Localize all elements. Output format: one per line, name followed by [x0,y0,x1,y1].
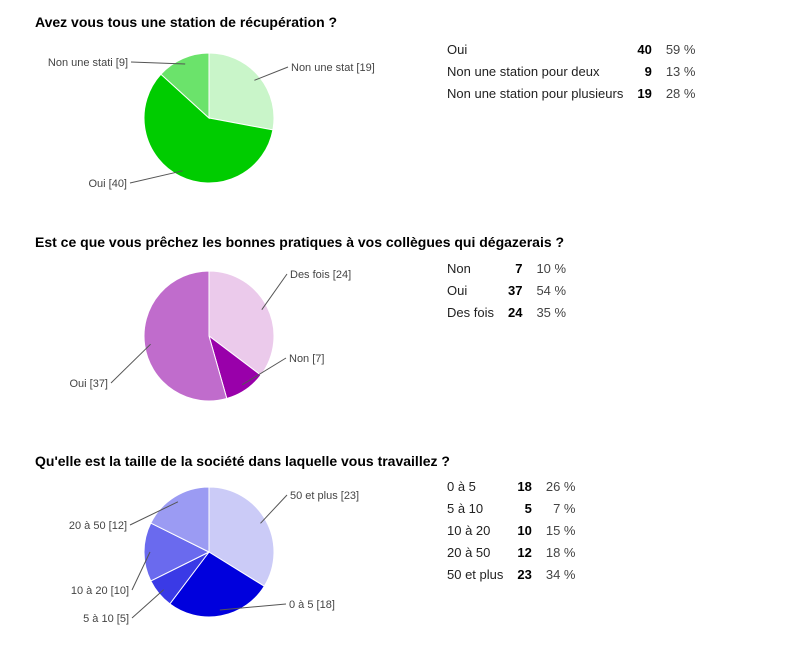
summary-percent: 7 % [553,500,576,516]
summary-row: 20 à 50 12 18 % [447,541,575,563]
summary-row: Non 7 10 % [447,257,566,279]
summary-label: Non une station pour deux [447,63,600,79]
summary-count: 7 [515,260,523,276]
pie-slice [208,270,275,376]
summary-count: 37 [507,282,523,298]
callout-line [131,551,151,591]
slice-label: 0 à 5 [18] [289,599,335,611]
summary-count: 5 [524,500,532,516]
summary-table: 0 à 5 18 26 % 5 à 10 5 7 % 10 à 20 10 15… [447,475,575,585]
slice-label: Non une stati [9] [48,57,128,69]
summary-label: 5 à 10 [447,500,484,516]
question-title: Avez vous tous une station de récupérati… [35,14,338,30]
pie-chart: 50 et plus [23] 0 à 5 [18] 5 à 10 [5] 10 à … [69,486,359,625]
question-title: Qu'elle est la taille de la société dans… [35,453,450,469]
callout-line [129,501,179,526]
question-2: Est ce que vous prêchez les bonnes prati… [0,225,791,440]
summary-label: Des fois [447,304,494,320]
slice-label: 20 à 50 [12] [69,520,127,532]
summary-row: Des fois 24 35 % [447,301,566,323]
question-3: Qu'elle est la taille de la société dans… [0,440,791,662]
summary-percent: 10 % [536,260,567,276]
summary-percent: 13 % [665,63,696,79]
callout-line [261,273,288,310]
summary-label: 20 à 50 [447,544,491,560]
summary-count: 12 [517,544,532,560]
callout-line [254,66,289,81]
summary-label: Non une station pour plusieurs [447,85,624,101]
pie-slice [143,522,211,582]
summary-row: Non une station pour deux 9 13 % [447,60,695,82]
summary-row: 5 à 10 5 7 % [447,497,575,519]
callout-line [242,357,287,386]
summary-count: 40 [637,41,652,57]
question-1: Avez vous tous une station de récupérati… [0,0,791,215]
summary-table: Oui 40 59 % Non une station pour deux 9 … [447,38,695,104]
summary-row: 10 à 20 10 15 % [447,519,575,541]
summary-count: 10 [517,522,532,538]
summary-percent: 34 % [545,566,576,582]
slice-label: 5 à 10 [5] [83,613,129,625]
pie-chart: Des fois [24] Non [7] Oui [37] [69,269,351,402]
summary-percent: 15 % [545,522,576,538]
callout-line [219,603,287,611]
callout-line [110,343,151,384]
summary-label: Non [447,260,471,276]
pie-slice [143,73,274,184]
callout-line [131,589,164,619]
summary-label: 0 à 5 [447,478,476,494]
summary-row: 0 à 5 18 26 % [447,475,575,497]
pie-slice [150,486,210,553]
pie-slice [143,270,228,402]
pie-chart: Non une stat [19] Oui [40] Non une stati [… [48,52,375,190]
summary-row: Oui 40 59 % [447,38,695,60]
slice-label: 50 et plus [23] [290,490,359,502]
summary-label: Oui [447,41,468,57]
pie-slice [160,52,210,120]
summary-table: Non 7 10 % Oui 37 54 % Des fois 24 35 % [447,257,566,323]
pie-slice [169,551,265,618]
pie-slice [208,486,275,587]
summary-label: 10 à 20 [447,522,491,538]
summary-label: 50 et plus [447,566,504,582]
summary-percent: 28 % [665,85,696,101]
summary-percent: 26 % [545,478,576,494]
summary-row: Non une station pour plusieurs 19 28 % [447,82,695,104]
summary-count: 24 [507,304,523,320]
callout-line [130,61,186,65]
summary-percent: 54 % [536,282,567,298]
summary-row: Oui 37 54 % [447,279,566,301]
slice-label: Non [7] [289,353,324,365]
slice-label: Non une stat [19] [291,62,375,74]
summary-count: 18 [517,478,532,494]
summary-percent: 18 % [545,544,576,560]
summary-count: 9 [644,63,652,79]
callout-line [260,494,288,524]
summary-count: 23 [517,566,532,582]
callout-line [129,170,183,184]
summary-label: Oui [447,282,468,298]
pie-slice [208,52,275,131]
summary-percent: 59 % [665,41,696,57]
summary-row: 50 et plus 23 34 % [447,563,575,585]
slice-label: Oui [37] [69,378,108,390]
summary-count: 19 [637,85,652,101]
question-title: Est ce que vous prêchez les bonnes prati… [35,234,565,250]
slice-label: 10 à 20 [10] [71,585,129,597]
slice-label: Oui [40] [88,178,127,190]
summary-percent: 35 % [536,304,567,320]
slice-label: Des fois [24] [290,269,351,281]
